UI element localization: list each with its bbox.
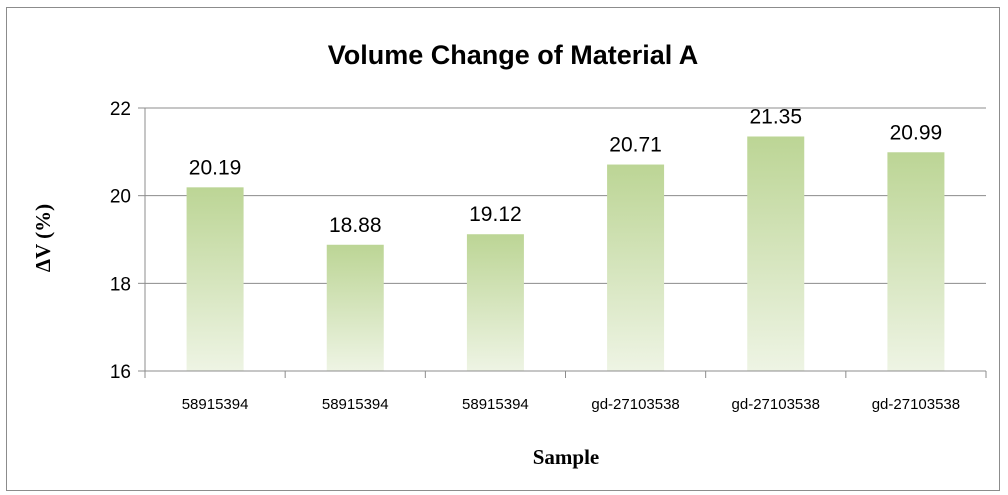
y-tick-label: 20 [110, 187, 131, 208]
data-labels: 20.19 18.88 19.12 20.71 21.35 20.99 [189, 105, 942, 236]
x-axis-title: Sample [533, 445, 600, 469]
y-tick-label: 22 [110, 99, 131, 120]
gridlines [145, 107, 986, 284]
bar [466, 234, 524, 371]
x-tick-label: gd-27103538 [591, 396, 679, 413]
bar [326, 244, 384, 371]
x-tick-label: gd-27103538 [872, 396, 960, 413]
x-tick-label: gd-27103538 [732, 396, 820, 413]
y-tick-label: 18 [110, 274, 131, 295]
axes: 16 18 20 22 58915394 58915394 58915394 gd-27103… [110, 99, 987, 413]
x-tick-label: 58915394 [322, 396, 389, 413]
data-label: 20.19 [189, 156, 242, 179]
data-label: 18.88 [329, 214, 382, 237]
data-label: 20.71 [609, 134, 662, 157]
x-tick-label: 58915394 [462, 396, 529, 413]
chart-title: Volume Change of Material A [328, 40, 699, 70]
data-label: 20.99 [890, 121, 943, 144]
bar [747, 136, 805, 371]
bars [186, 136, 945, 371]
bar [887, 152, 945, 371]
bar [607, 164, 665, 371]
x-tick-label: 58915394 [182, 396, 249, 413]
y-axis-title: ΔV (%) [31, 204, 55, 272]
data-label: 19.12 [469, 203, 522, 226]
bar [186, 187, 244, 371]
y-tick-label: 16 [110, 362, 131, 383]
data-label: 21.35 [749, 105, 802, 128]
